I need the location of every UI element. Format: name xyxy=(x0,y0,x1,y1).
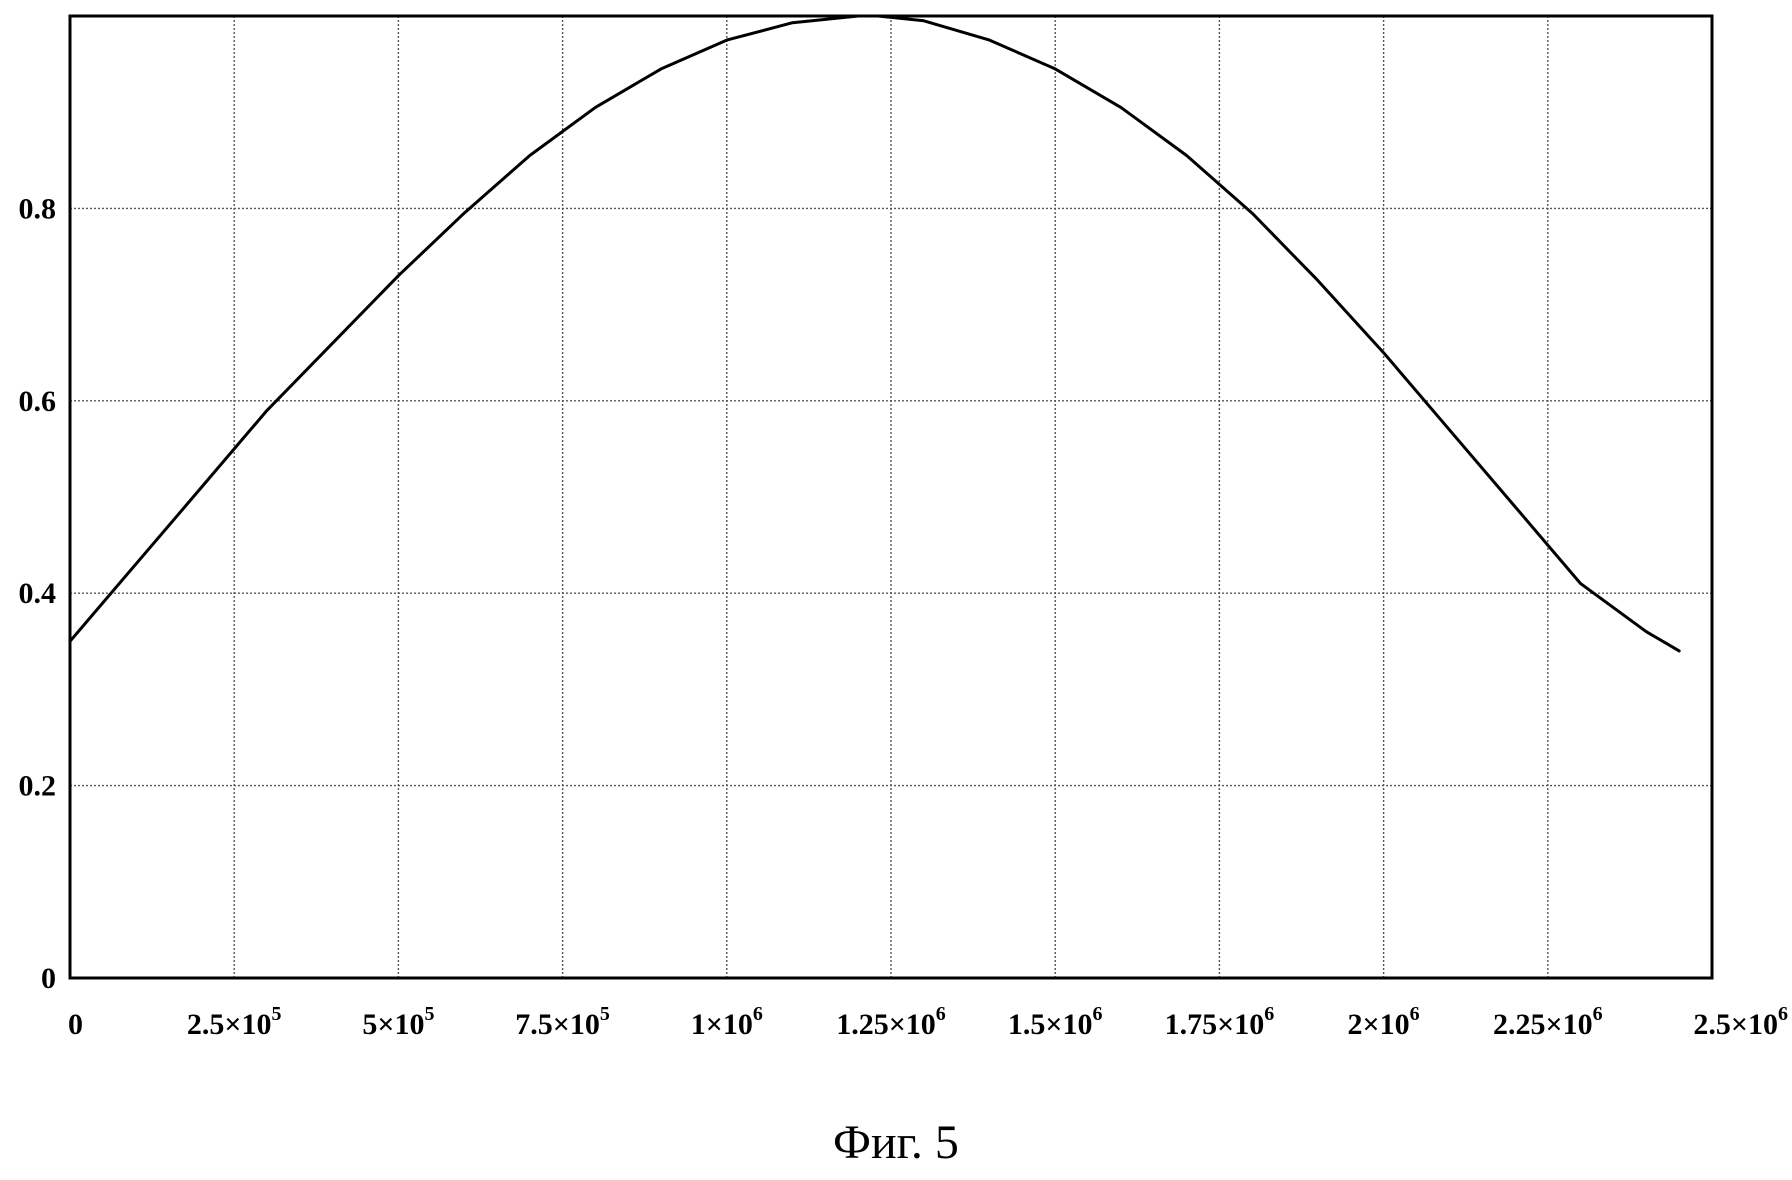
x-tick-label: 1.75×106 xyxy=(1165,1003,1275,1041)
y-tick-label: 0.4 xyxy=(19,577,57,610)
x-tick-label: 0 xyxy=(68,1008,83,1041)
grid xyxy=(70,16,1712,978)
x-tick-label: 2.25×106 xyxy=(1493,1003,1603,1041)
y-tick-label: 0.2 xyxy=(19,770,57,803)
x-tick-label: 7.5×105 xyxy=(515,1003,610,1041)
x-tick-label: 2×106 xyxy=(1348,1003,1420,1041)
x-tick-label: 1.5×106 xyxy=(1008,1003,1103,1041)
figure-caption: Фиг. 5 xyxy=(0,1115,1792,1170)
y-tick-label: 0.8 xyxy=(19,192,57,225)
y-axis-ticks: 0 0.2 0.4 0.6 0.8 xyxy=(19,192,57,995)
series-line xyxy=(70,16,1679,651)
x-axis-ticks: 0 2.5×105 5×105 7.5×105 1×106 1.25×106 1.5×106… xyxy=(68,1003,1788,1041)
x-tick-label: 5×105 xyxy=(362,1003,434,1041)
y-tick-label: 0 xyxy=(41,962,56,995)
x-tick-label: 1×106 xyxy=(691,1003,763,1041)
x-tick-label: 1.25×106 xyxy=(836,1003,946,1041)
x-tick-label: 2.5×106 xyxy=(1693,1003,1788,1041)
y-tick-label: 0.6 xyxy=(19,385,57,418)
x-tick-label: 2.5×105 xyxy=(187,1003,282,1041)
